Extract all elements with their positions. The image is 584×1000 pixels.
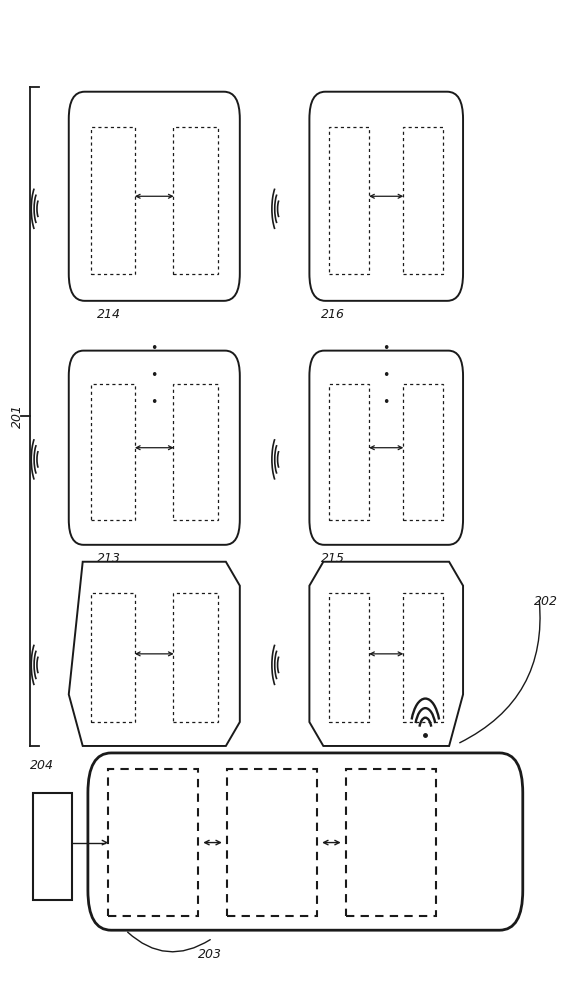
Text: 204: 204 — [30, 759, 54, 772]
Bar — [403, 593, 443, 722]
FancyBboxPatch shape — [69, 92, 240, 301]
Bar — [173, 384, 218, 520]
Text: 203: 203 — [197, 948, 222, 961]
Bar — [346, 769, 436, 916]
Bar — [173, 127, 218, 274]
Text: 233: 233 — [141, 854, 165, 867]
Bar — [329, 384, 369, 520]
Bar — [403, 384, 443, 520]
Text: 231: 231 — [379, 854, 403, 867]
Text: 232: 232 — [260, 854, 284, 867]
FancyBboxPatch shape — [88, 753, 523, 930]
Bar — [227, 769, 317, 916]
Text: 202: 202 — [534, 595, 558, 608]
Text: 201: 201 — [11, 404, 24, 428]
Bar — [91, 593, 135, 722]
Text: •: • — [150, 342, 158, 355]
Text: 213: 213 — [98, 552, 121, 565]
Text: •: • — [150, 369, 158, 382]
FancyBboxPatch shape — [310, 92, 463, 301]
Bar — [173, 593, 218, 722]
Bar — [403, 127, 443, 274]
Text: •: • — [383, 369, 390, 382]
Text: •: • — [383, 342, 390, 355]
Polygon shape — [69, 562, 240, 746]
Text: 212: 212 — [321, 755, 345, 768]
Text: 216: 216 — [321, 308, 345, 321]
Bar — [108, 769, 198, 916]
Bar — [329, 127, 369, 274]
Bar — [91, 127, 135, 274]
Text: 215: 215 — [321, 552, 345, 565]
Text: •: • — [383, 396, 390, 409]
Bar — [91, 384, 135, 520]
FancyBboxPatch shape — [69, 351, 240, 545]
FancyBboxPatch shape — [310, 351, 463, 545]
Text: •: • — [150, 396, 158, 409]
Text: 211: 211 — [98, 755, 121, 768]
Polygon shape — [310, 562, 463, 746]
Bar — [33, 793, 72, 900]
Bar — [329, 593, 369, 722]
Text: 214: 214 — [98, 308, 121, 321]
